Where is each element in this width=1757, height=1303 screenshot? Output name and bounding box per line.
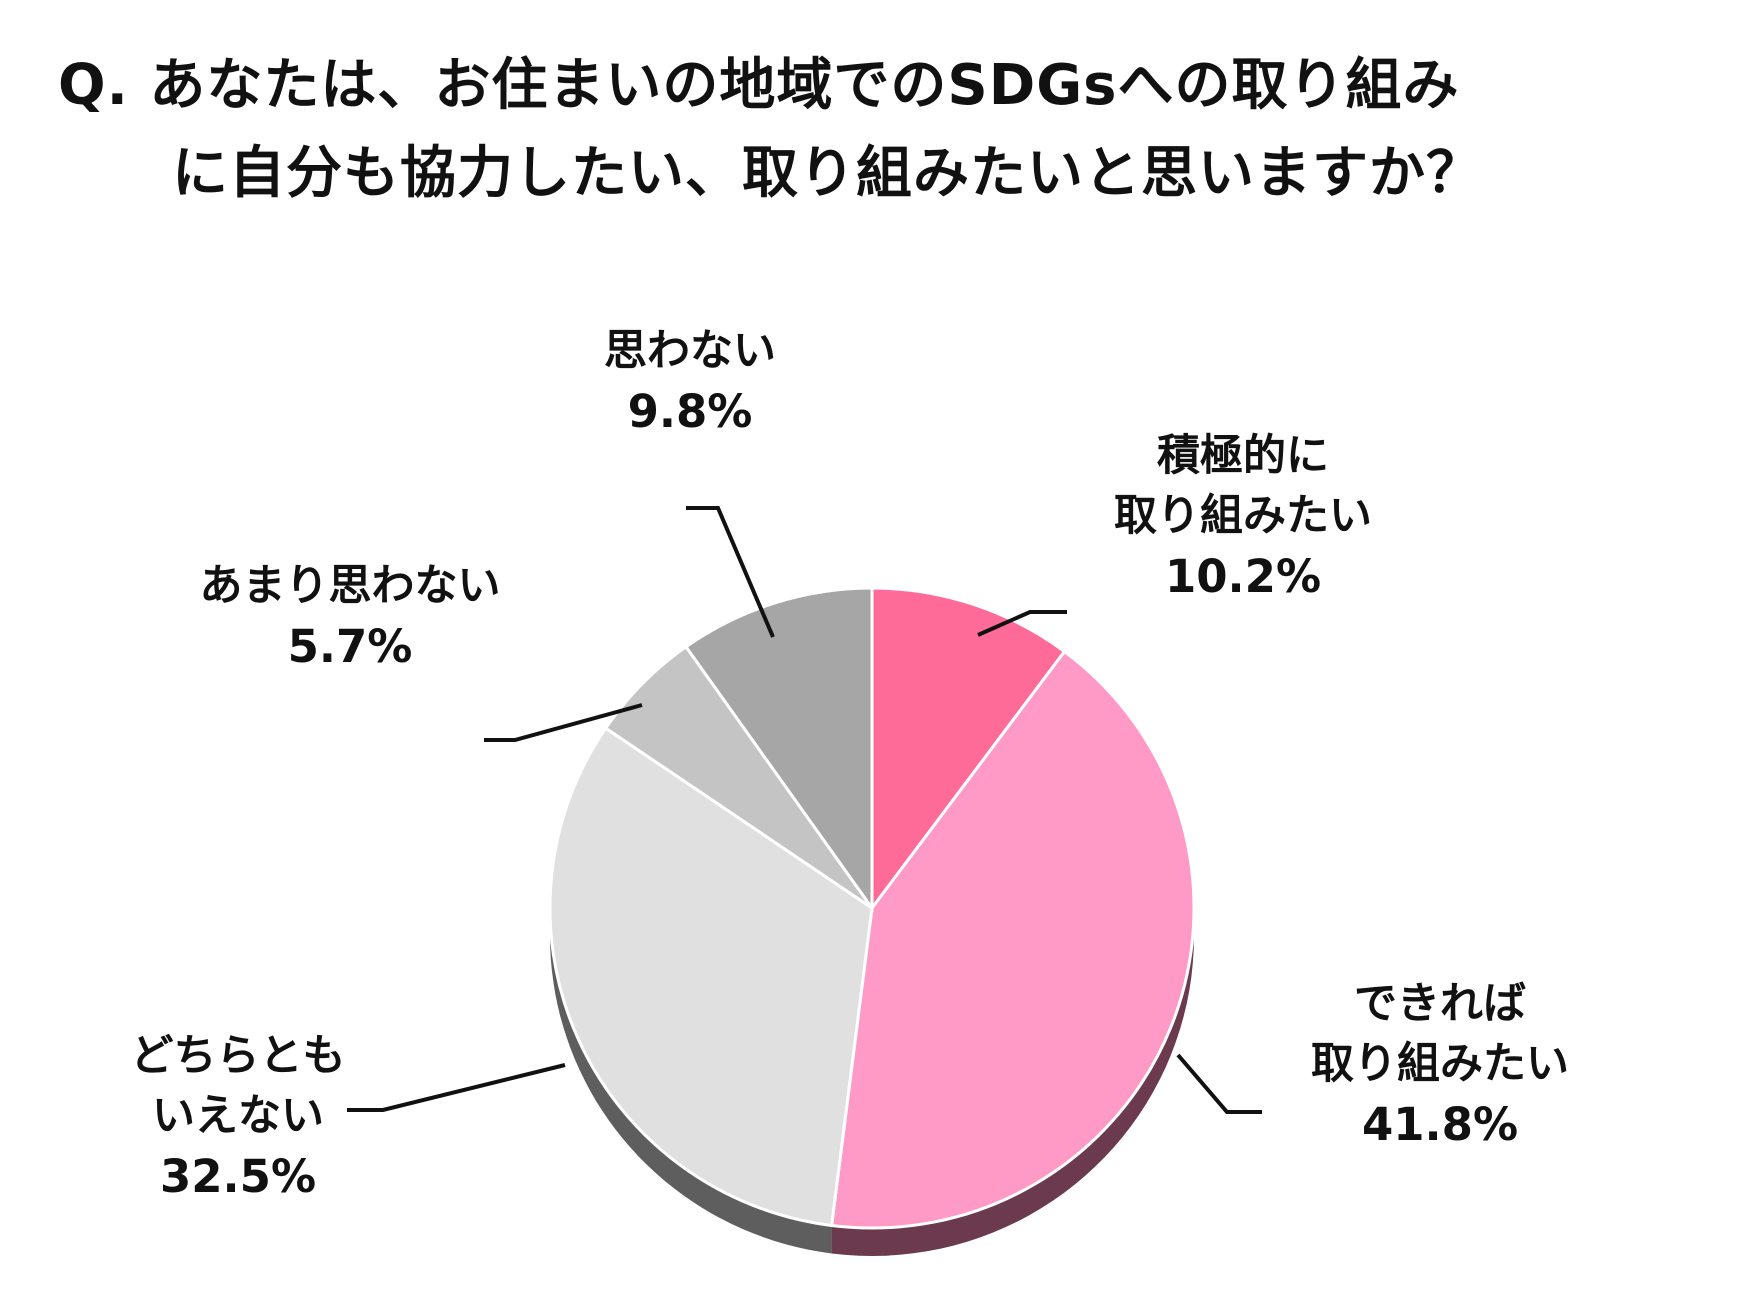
slice-label-0-line-0: 積極的に — [1157, 431, 1329, 481]
slice-label-3-line-0: あまり思わない — [200, 561, 501, 611]
slice-label-4: 思わない 9.8% — [604, 326, 776, 438]
slice-label-0-line-1: 取り組みたい — [1114, 491, 1372, 541]
slice-label-3: あまり思わない 5.7% — [200, 561, 501, 673]
slice-label-2-line-0: どちらとも — [131, 1031, 346, 1081]
slice-value-1: 41.8% — [1362, 1098, 1518, 1151]
leader-line-3 — [484, 703, 643, 742]
slice-label-2-line-1: いえない — [152, 1091, 324, 1141]
slice-label-1-line-0: できれば — [1354, 979, 1526, 1029]
slice-label-2: どちらともいえない 32.5% — [131, 1031, 346, 1203]
leader-line-2 — [347, 1063, 566, 1112]
pie-slice-2 — [548, 726, 874, 1228]
chart-title: Q. あなたは、お住まいの地域でのSDGsへの取り組み に自分も協力したい、取り… — [0, 0, 1757, 230]
slice-label-1: できれば取り組みたい 41.8% — [1311, 979, 1569, 1151]
slice-label-4-line-0: 思わない — [604, 326, 776, 376]
slice-value-0: 10.2% — [1165, 550, 1321, 603]
pie-slices — [548, 586, 1196, 1230]
slice-value-2: 32.5% — [160, 1150, 316, 1203]
chart-title-line-2: に自分も協力したい、取り組みたいと思いますか？ — [172, 141, 1483, 206]
leader-line-1 — [1176, 1053, 1262, 1114]
leader-lines — [347, 506, 1262, 1114]
slice-label-1-line-1: 取り組みたい — [1311, 1039, 1569, 1089]
leader-line-4 — [686, 506, 775, 638]
pie-slice-0 — [870, 586, 1067, 913]
chart-title-line-1: Q. あなたは、お住まいの地域でのSDGsへの取り組み — [58, 53, 1460, 118]
pie-slice-1 — [829, 649, 1196, 1230]
pie-sides — [550, 908, 1194, 1256]
slice-label-0: 積極的に取り組みたい 10.2% — [1114, 431, 1372, 603]
slice-labels: 積極的に取り組みたい 10.2%できれば取り組みたい 41.8%どちらともいえない 3… — [131, 326, 1570, 1203]
pie-side-2 — [550, 908, 832, 1254]
slice-value-3: 5.7% — [288, 620, 413, 673]
pie-slice-4 — [683, 586, 874, 913]
leader-line-0 — [977, 610, 1067, 637]
slice-value-4: 9.8% — [628, 385, 753, 438]
